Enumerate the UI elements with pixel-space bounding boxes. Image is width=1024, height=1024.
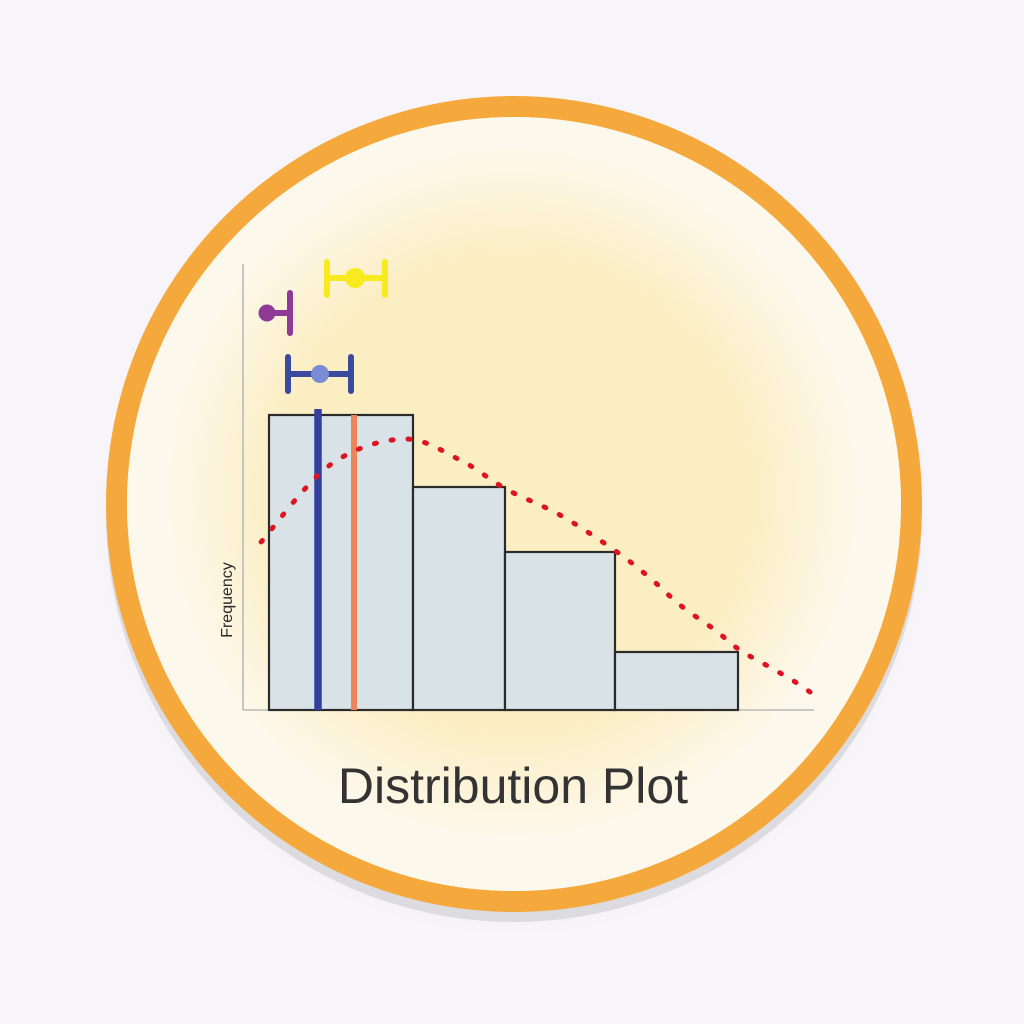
svg-text:Distribution Plot: Distribution Plot <box>338 758 688 814</box>
svg-text:Frequency: Frequency <box>219 562 236 638</box>
